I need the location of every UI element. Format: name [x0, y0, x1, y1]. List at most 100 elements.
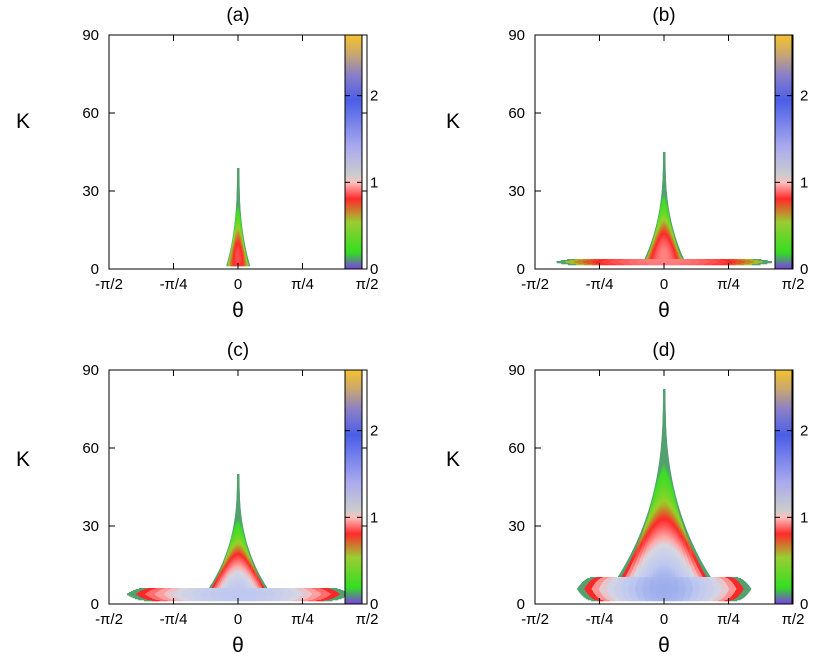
- heatmap-cell: [670, 232, 672, 234]
- heatmap-cell: [242, 264, 245, 266]
- heatmap-cell: [239, 188, 240, 190]
- heatmap-cell: [239, 207, 241, 209]
- heatmap-cell: [675, 253, 678, 255]
- heatmap-cell: [666, 250, 669, 252]
- heatmap-cell: [240, 248, 242, 250]
- heatmap-cell: [662, 246, 665, 248]
- heatmap-cell: [668, 229, 670, 231]
- heatmap-cell: [662, 210, 664, 212]
- heatmap-cell: [242, 238, 244, 240]
- heatmap-cell: [233, 264, 235, 266]
- heatmap-cell: [667, 220, 669, 222]
- heatmap-cell: [659, 246, 661, 248]
- heatmap-cell: [669, 240, 671, 242]
- heatmap-cell: [243, 243, 245, 245]
- heatmap-cell: [662, 232, 664, 234]
- heatmap-cell: [231, 260, 233, 262]
- heatmap-cell: [240, 243, 242, 245]
- heatmap-cell: [660, 211, 662, 213]
- heatmap-cell: [662, 236, 664, 238]
- heatmap-cell: [241, 265, 244, 267]
- heatmap-cell: [651, 246, 654, 248]
- heatmap-cell: [659, 223, 661, 225]
- heatmap-cell: [669, 237, 672, 239]
- heatmap-cell: [673, 244, 675, 246]
- heatmap-cell: [656, 240, 659, 242]
- heatmap-cell: [654, 231, 656, 233]
- heatmap-cell: [663, 212, 664, 214]
- heatmap-cell: [659, 233, 662, 235]
- heatmap-cell: [239, 240, 241, 242]
- y-tick-label: 0: [91, 261, 99, 278]
- heatmap-cell: [658, 224, 660, 226]
- heatmap-cell: [666, 214, 668, 216]
- heatmap-cell: [238, 234, 240, 236]
- heatmap-cell: [231, 256, 233, 258]
- heatmap-cell: [670, 230, 672, 232]
- heatmap-cell: [668, 221, 670, 223]
- heatmap-cell: [656, 249, 658, 251]
- heatmap-cell: [664, 232, 666, 234]
- heatmap-cell: [235, 239, 237, 241]
- heatmap-cell: [661, 216, 662, 218]
- heatmap-cell: [657, 242, 659, 244]
- heatmap-cell: [238, 169, 240, 171]
- heatmap-cell: [232, 261, 235, 263]
- heatmap-cell: [239, 205, 241, 207]
- heatmap-cell: [673, 237, 675, 239]
- heatmap-cell: [653, 249, 656, 251]
- heatmap-cell: [232, 256, 234, 258]
- heatmap-cell: [665, 170, 666, 172]
- heatmap-cell: [244, 249, 246, 251]
- heatmap-cell: [235, 248, 237, 250]
- heatmap-cell: [234, 236, 236, 238]
- heatmap-cell: [668, 216, 670, 218]
- heatmap-cell: [662, 250, 665, 252]
- heatmap-cell: [238, 238, 240, 240]
- heatmap-cell: [671, 248, 674, 250]
- heatmap-cell: [664, 214, 666, 216]
- heatmap-cell: [668, 224, 670, 226]
- heatmap-cell: [655, 226, 657, 228]
- heatmap-cell: [662, 225, 664, 227]
- heatmap-cell: [239, 242, 240, 244]
- heatmap-cell: [655, 234, 657, 236]
- heatmap-cell: [647, 251, 650, 253]
- heatmap-cell: [664, 221, 666, 223]
- heatmap-cell: [675, 242, 678, 244]
- heatmap-cell: [237, 250, 239, 252]
- heatmap-cell: [653, 250, 656, 252]
- heatmap-cell: [673, 256, 676, 258]
- heatmap-cell: [669, 215, 671, 217]
- heatmap-cell: [659, 239, 661, 241]
- heatmap-cell: [650, 250, 653, 252]
- heatmap-cell: [236, 246, 238, 248]
- heatmap-cell: [666, 218, 668, 220]
- heatmap-cell: [242, 245, 244, 247]
- heatmap-cell: [661, 218, 663, 220]
- heatmap-cell: [665, 229, 667, 231]
- heatmap-cell: [247, 259, 249, 261]
- heatmap-cell: [664, 259, 673, 261]
- heatmap-cell: [670, 244, 673, 246]
- heatmap-cell: [238, 252, 240, 254]
- heatmap-cell: [659, 225, 661, 227]
- heatmap-cell: [655, 242, 657, 244]
- heatmap-cell: [244, 247, 246, 249]
- heatmap-cell: [239, 248, 241, 250]
- heatmap-cell: [666, 196, 668, 198]
- heatmap-cell: [670, 247, 672, 249]
- heatmap-cell: [658, 224, 660, 226]
- heatmap-cell: [669, 244, 672, 246]
- heatmap-cell: [241, 234, 243, 236]
- heatmap-cell: [230, 250, 232, 252]
- heatmap-cell: [677, 246, 679, 248]
- heatmap-cell: [667, 211, 669, 213]
- heatmap-cell: [239, 265, 242, 267]
- heatmap-cell: [656, 255, 659, 257]
- heatmap-cell: [233, 262, 235, 264]
- heatmap-cell: [667, 237, 670, 239]
- heatmap-cell: [660, 220, 662, 222]
- heatmap-cell: [244, 259, 246, 261]
- heatmap-cell: [665, 210, 667, 212]
